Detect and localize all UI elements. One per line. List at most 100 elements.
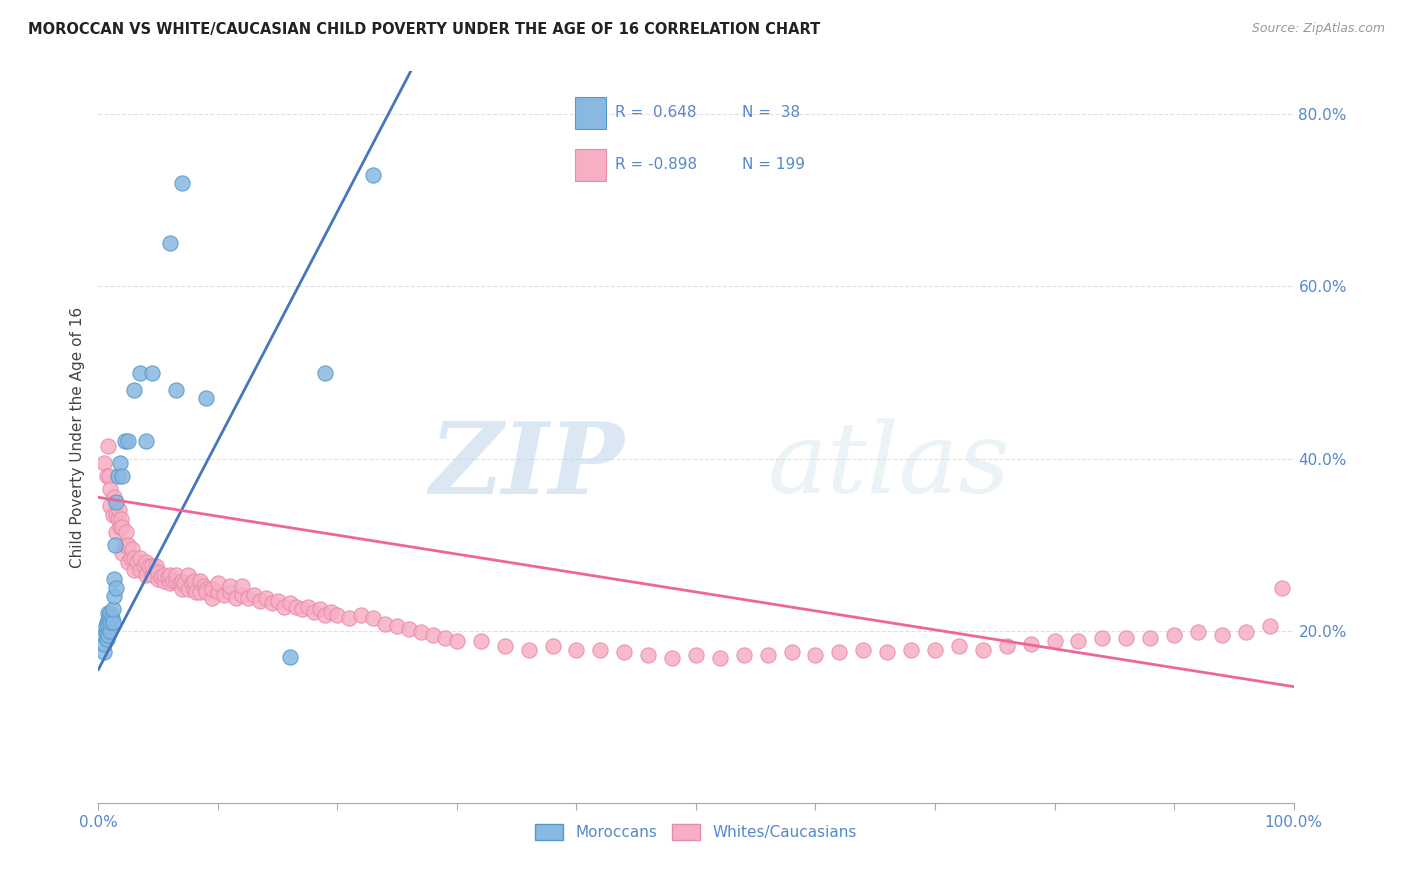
Point xyxy=(105,524,128,539)
Point xyxy=(93,637,115,651)
Point xyxy=(733,648,755,662)
Point xyxy=(103,572,125,586)
Point xyxy=(145,559,167,574)
Point xyxy=(141,567,163,582)
Point xyxy=(108,520,131,534)
Point xyxy=(114,434,136,449)
Point xyxy=(111,468,134,483)
Point xyxy=(291,602,314,616)
Point xyxy=(321,605,343,619)
Point xyxy=(422,628,444,642)
Point xyxy=(110,512,132,526)
Point xyxy=(93,628,115,642)
Text: N =  38: N = 38 xyxy=(742,105,800,120)
Text: ZIP: ZIP xyxy=(429,418,624,515)
Point xyxy=(135,567,157,582)
Point xyxy=(98,611,121,625)
Point xyxy=(446,634,468,648)
Point xyxy=(98,482,122,496)
Point xyxy=(124,550,146,565)
Point xyxy=(159,236,181,251)
Point xyxy=(339,611,361,625)
Point xyxy=(129,550,152,565)
Point xyxy=(117,434,139,449)
Point xyxy=(153,574,176,588)
Point xyxy=(1067,634,1090,648)
Point xyxy=(129,564,152,578)
Point xyxy=(315,366,337,380)
Point xyxy=(115,524,138,539)
Point xyxy=(183,582,205,597)
Point xyxy=(565,642,588,657)
Point xyxy=(114,538,136,552)
Point xyxy=(201,591,224,605)
Point xyxy=(201,582,224,597)
Point xyxy=(104,538,127,552)
Point xyxy=(1115,631,1137,645)
Point xyxy=(93,456,115,470)
Point xyxy=(385,619,409,633)
Point xyxy=(219,585,242,599)
Point xyxy=(138,559,160,574)
Point xyxy=(98,615,122,629)
Point xyxy=(148,565,170,579)
Point xyxy=(153,567,176,582)
Point xyxy=(180,576,202,591)
Point xyxy=(195,582,218,597)
Point xyxy=(96,468,118,483)
Point xyxy=(96,615,118,629)
Point xyxy=(97,439,120,453)
Point xyxy=(188,574,211,588)
Point xyxy=(1187,625,1209,640)
Point xyxy=(193,579,215,593)
Point xyxy=(177,567,200,582)
Point xyxy=(105,494,128,508)
Text: R =  0.648: R = 0.648 xyxy=(614,105,696,120)
Point xyxy=(165,574,187,588)
Point xyxy=(308,602,330,616)
Point xyxy=(685,648,707,662)
Point xyxy=(254,591,277,605)
Point xyxy=(105,508,128,522)
Point xyxy=(1234,625,1257,640)
Point xyxy=(363,168,385,182)
Point xyxy=(1019,637,1042,651)
Point xyxy=(315,608,337,623)
Point xyxy=(98,624,122,638)
Point xyxy=(141,366,163,380)
Point xyxy=(124,564,146,578)
Point xyxy=(141,559,163,574)
FancyBboxPatch shape xyxy=(575,149,606,181)
Point xyxy=(108,456,131,470)
Point xyxy=(103,589,125,603)
Point xyxy=(120,550,142,565)
Legend: Moroccans, Whites/Caucasians: Moroccans, Whites/Caucasians xyxy=(530,817,862,847)
Point xyxy=(637,648,659,662)
Point xyxy=(97,628,120,642)
Point xyxy=(98,607,122,621)
Point xyxy=(186,585,208,599)
Point xyxy=(212,588,235,602)
Point xyxy=(96,632,118,647)
Point xyxy=(1139,631,1161,645)
Point xyxy=(1043,634,1066,648)
Point xyxy=(494,639,516,653)
Point xyxy=(156,570,179,584)
Point xyxy=(236,591,259,605)
Point xyxy=(93,645,115,659)
Point xyxy=(756,648,779,662)
Point xyxy=(363,611,385,625)
Point xyxy=(169,576,191,591)
Point xyxy=(105,581,128,595)
FancyBboxPatch shape xyxy=(575,96,606,129)
Point xyxy=(326,608,349,623)
Point xyxy=(159,567,181,582)
Point xyxy=(709,651,731,665)
Point xyxy=(1211,628,1233,642)
Point xyxy=(101,602,124,616)
Point xyxy=(195,585,218,599)
Point xyxy=(284,599,307,614)
Point xyxy=(948,639,970,653)
Point xyxy=(94,619,117,633)
Point xyxy=(162,574,184,588)
